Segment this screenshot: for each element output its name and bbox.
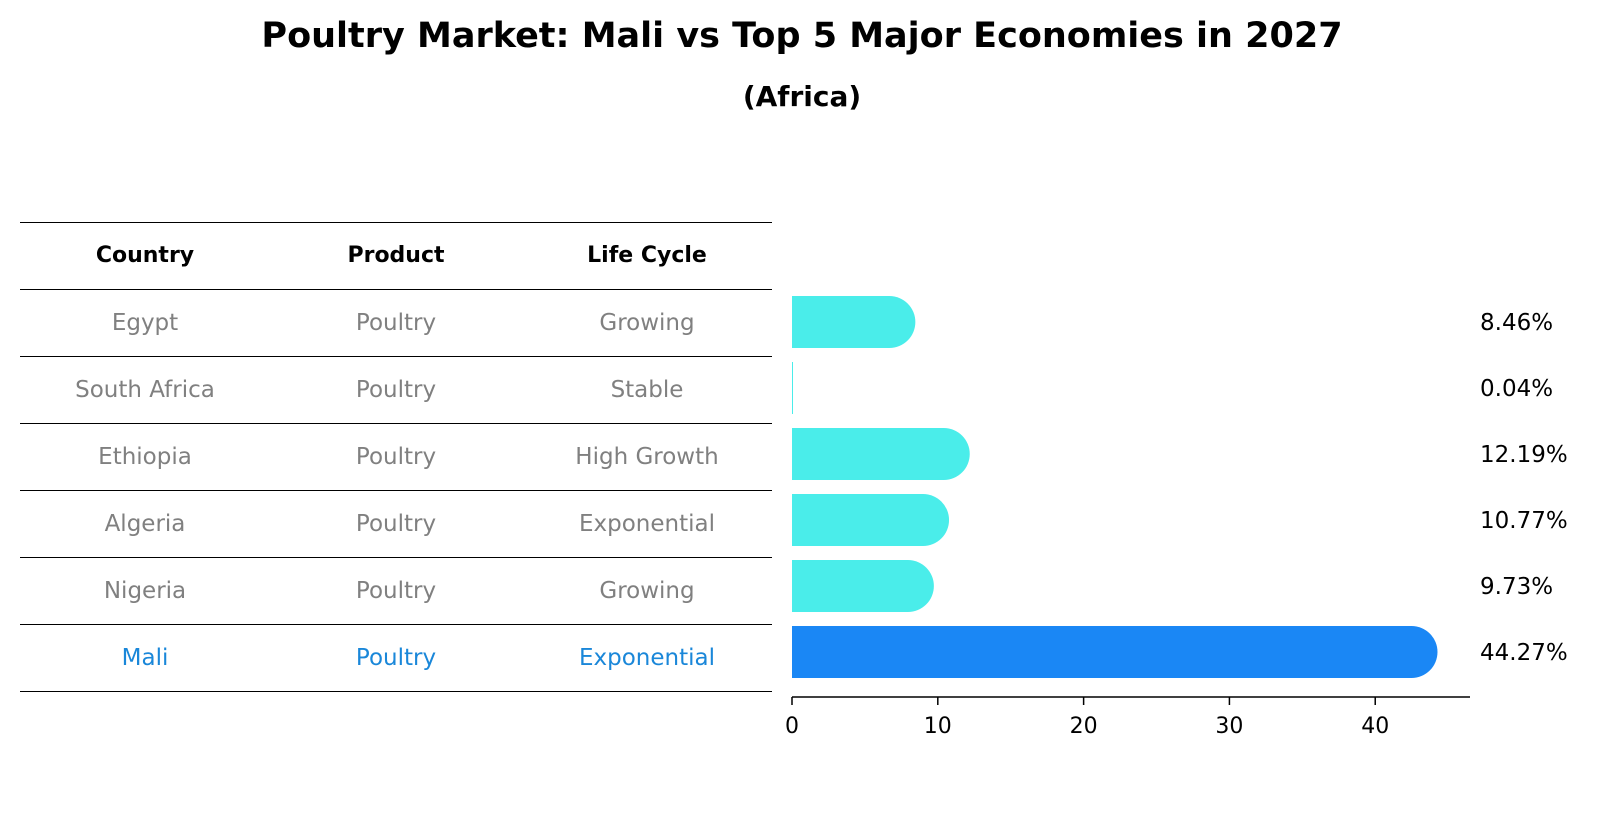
- chart-title: Poultry Market: Mali vs Top 5 Major Econ…: [261, 16, 1343, 56]
- country-table: Country Product Life Cycle Egypt Poultry…: [20, 222, 772, 692]
- cell-product: Poultry: [355, 511, 437, 537]
- table-row: Nigeria Poultry Growing: [20, 557, 772, 624]
- bar-algeria: [792, 494, 950, 546]
- bar-nigeria: [792, 560, 934, 612]
- bar-ethiopia: [792, 428, 970, 480]
- x-tick-label: 0: [785, 714, 799, 739]
- value-label: 44.27%: [1480, 640, 1568, 666]
- table-row: South Africa Poultry Stable: [20, 356, 772, 423]
- cell-life-cycle: Stable: [610, 377, 684, 403]
- cell-product: Poultry: [355, 578, 437, 604]
- header-country: Country: [95, 243, 195, 268]
- cell-life-cycle: Exponential: [578, 511, 715, 537]
- cell-product: Poultry: [355, 310, 437, 336]
- bar-mali: [792, 626, 1438, 678]
- header-life-cycle: Life Cycle: [587, 243, 707, 268]
- table-row-highlight: Mali Poultry Exponential: [20, 624, 772, 692]
- cell-product: Poultry: [355, 377, 437, 403]
- bar-egypt: [792, 296, 916, 348]
- cell-life-cycle: Growing: [599, 310, 695, 336]
- cell-country: Egypt: [111, 310, 179, 336]
- cell-product: Poultry: [355, 444, 437, 470]
- cell-life-cycle: Exponential: [578, 645, 715, 671]
- cell-life-cycle: Growing: [599, 578, 695, 604]
- table-row: Egypt Poultry Growing: [20, 289, 772, 356]
- value-label: 0.04%: [1480, 376, 1553, 402]
- x-tick-label: 20: [1070, 714, 1098, 739]
- x-tick-label: 40: [1361, 714, 1389, 739]
- cell-product: Poultry: [355, 645, 437, 671]
- cell-life-cycle: High Growth: [575, 444, 719, 470]
- chart-subtitle: (Africa): [742, 80, 862, 113]
- header-product: Product: [347, 243, 445, 268]
- value-label: 8.46%: [1480, 310, 1553, 336]
- table-row: Ethiopia Poultry High Growth: [20, 423, 772, 490]
- value-label: 10.77%: [1480, 508, 1568, 534]
- x-tick-label: 30: [1215, 714, 1243, 739]
- x-tick-label: 10: [924, 714, 952, 739]
- table-header-row: Country Product Life Cycle: [20, 222, 772, 289]
- table-row: Algeria Poultry Exponential: [20, 490, 772, 557]
- value-label: 12.19%: [1480, 442, 1568, 468]
- cell-country: Algeria: [104, 511, 186, 537]
- value-label: 9.73%: [1480, 574, 1553, 600]
- cell-country: Nigeria: [103, 578, 187, 604]
- bar-south-africa: [792, 362, 793, 414]
- cell-country: South Africa: [75, 377, 215, 403]
- cell-country: Ethiopia: [98, 444, 192, 470]
- cell-country: Mali: [121, 645, 169, 671]
